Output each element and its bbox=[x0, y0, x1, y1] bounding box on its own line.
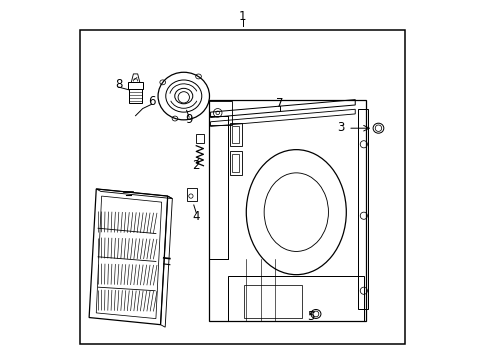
Text: 3: 3 bbox=[337, 121, 344, 134]
Bar bbox=[232, 126, 239, 143]
Bar bbox=[127, 82, 143, 89]
Bar bbox=[244, 285, 301, 318]
Bar bbox=[208, 100, 365, 321]
Text: 6: 6 bbox=[147, 95, 155, 108]
Bar bbox=[208, 102, 231, 125]
Bar bbox=[230, 152, 241, 175]
Text: 2: 2 bbox=[192, 159, 200, 172]
Bar bbox=[129, 89, 142, 103]
Bar bbox=[230, 123, 241, 146]
Bar bbox=[195, 134, 203, 143]
Text: 9: 9 bbox=[185, 113, 192, 126]
Text: 7: 7 bbox=[276, 97, 284, 110]
Text: 5: 5 bbox=[306, 310, 314, 323]
Bar bbox=[232, 154, 239, 172]
Text: 4: 4 bbox=[192, 210, 200, 223]
Bar bbox=[186, 188, 197, 201]
Bar bbox=[208, 116, 228, 258]
Bar bbox=[80, 30, 405, 344]
Bar bbox=[357, 109, 367, 309]
Text: 8: 8 bbox=[115, 78, 122, 91]
Text: 1: 1 bbox=[239, 10, 246, 23]
Bar bbox=[228, 276, 364, 321]
